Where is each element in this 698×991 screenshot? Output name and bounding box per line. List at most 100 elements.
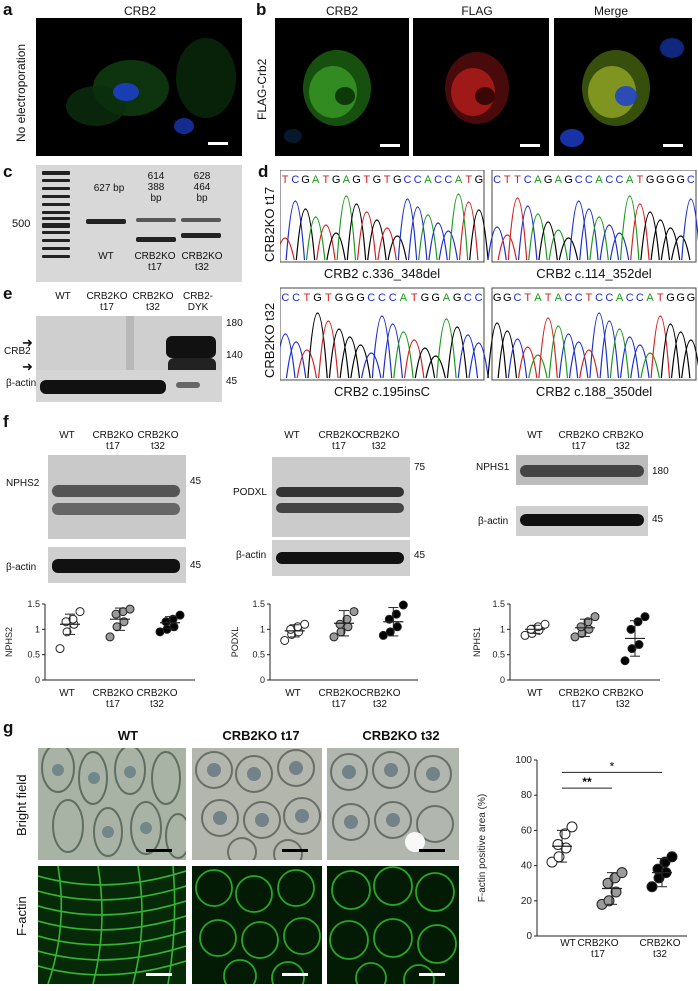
data-point (640, 612, 650, 622)
blot-e-lane-dyk: CRB2- DYK (182, 291, 213, 313)
base-call: C (636, 292, 644, 304)
y-axis-label: F-actin positive area (%) (477, 794, 488, 902)
y-axis-label: NPHS2 (4, 627, 14, 657)
fplot2-x-t32: CRB2KO t32 (602, 688, 644, 710)
data-point (616, 867, 628, 879)
trace-peak (316, 224, 336, 261)
blot-f3-actin-marker: 45 (652, 514, 664, 525)
blot-e-lane-wt: WT (55, 291, 71, 302)
trace-peak (295, 208, 316, 261)
base-call: T (657, 292, 664, 304)
significance-star: * (610, 759, 615, 773)
base-call: A (343, 174, 351, 186)
blot-f1-actin-marker: 45 (190, 560, 202, 571)
base-call: C (464, 292, 472, 304)
chromatogram-caption: CRB2 c.114_352del (536, 266, 652, 281)
y-tick-label: 1.5 (492, 599, 505, 609)
scatter-plot-nphs1: 1.5 1 0.5 0 NPHS1 (472, 599, 660, 685)
base-call: G (352, 174, 361, 186)
blot-f2-lane-wt: WT (284, 430, 300, 441)
base-call: T (325, 292, 332, 304)
base-call: G (393, 174, 402, 186)
trace-peak (307, 312, 328, 379)
trace-peak (497, 330, 518, 379)
sanger-row-label-t17: CRB2KO t17 (262, 186, 277, 262)
base-call: G (646, 174, 655, 186)
base-call: T (545, 292, 552, 304)
trace-peak (517, 346, 538, 379)
trace-peak (558, 237, 579, 261)
g-col-title-t17: CRB2KO t17 (222, 728, 300, 743)
trace-peak (487, 226, 507, 261)
trace-peak (397, 198, 418, 261)
panel-label-e: e (3, 284, 13, 303)
blot-f2-protein-label: PODXL (233, 487, 267, 498)
gel-image: 627 bp 614 388 bp 628 464 bp WT CRB2KO t… (36, 165, 242, 282)
panel-label-c: c (3, 162, 13, 181)
panel-b-side-label: FLAG-Crb2 (255, 58, 269, 120)
trace-peak (367, 219, 387, 261)
blot-e-marker-140: 140 (226, 350, 243, 361)
base-call: C (292, 292, 300, 304)
data-point (125, 604, 135, 614)
trace-peak (670, 235, 691, 261)
blot-e-actin (36, 370, 222, 402)
panel-label-f: f (3, 412, 9, 431)
trace-peak (670, 331, 691, 379)
trace-peak (280, 237, 295, 261)
gel-lane-wt: WT (98, 251, 114, 262)
base-call: A (595, 174, 603, 186)
base-call: G (335, 292, 344, 304)
micrograph-crb2 (275, 18, 409, 156)
trace-peak (640, 211, 660, 261)
blot-f1-nphs2 (48, 455, 186, 539)
brightfield-t32 (327, 748, 459, 860)
g-row-label-factin: F-actin (14, 896, 29, 936)
trace-peak (318, 320, 339, 379)
blot-f1-actin (48, 547, 186, 583)
base-call: C (404, 174, 412, 186)
trace-peak (507, 338, 528, 379)
data-point (620, 656, 630, 666)
factin-wt (38, 866, 186, 984)
panel-b-title-crb2: CRB2 (325, 4, 358, 18)
data-point (652, 863, 664, 875)
trace-peak (619, 336, 640, 379)
fplot0-x-wt: WT (59, 688, 75, 699)
base-call: T (411, 292, 418, 304)
blot-f1-protein-label: NPHS2 (6, 478, 40, 489)
y-tick-label: 0.5 (252, 650, 265, 660)
blot-f3-loading-label: β-actin (478, 516, 509, 527)
trace-peak (361, 352, 382, 379)
trace-peak (428, 222, 448, 261)
trace-peak (589, 312, 609, 379)
base-call: A (626, 174, 634, 186)
blot-e-protein-label: CRB2 (4, 346, 31, 357)
panel-b-title-merge: Merge (593, 4, 628, 18)
gel-band-label-t17: 614 388 bp (147, 171, 165, 204)
trace-peak (285, 341, 307, 379)
gplot-x-t17: CRB2KO t17 (577, 938, 619, 960)
data-point (566, 821, 578, 833)
y-tick-label: 1 (260, 624, 265, 634)
trace-peak (326, 232, 346, 261)
trace-peak (350, 344, 371, 379)
y-tick-label: 1 (500, 624, 505, 634)
data-point (68, 614, 78, 624)
base-call: C (626, 292, 634, 304)
trace-peak (339, 336, 361, 379)
fplot1-x-t32: CRB2KO t32 (359, 688, 401, 710)
g-row-label-bright: Bright field (14, 774, 29, 836)
y-tick-label: 1.5 (252, 599, 265, 609)
g-col-title-t32: CRB2KO t32 (362, 728, 440, 743)
trace-peak (382, 323, 403, 379)
data-point (378, 630, 388, 640)
panel-label-d: d (258, 162, 269, 181)
fplot2-x-wt: WT (527, 688, 543, 699)
y-axis-label: PODXL (230, 627, 240, 658)
base-call: C (514, 292, 522, 304)
base-call: T (303, 292, 310, 304)
y-tick-label: 20 (521, 896, 533, 907)
blot-f1-lane-t32: CRB2KO t32 (137, 430, 179, 452)
base-call: C (687, 174, 695, 186)
